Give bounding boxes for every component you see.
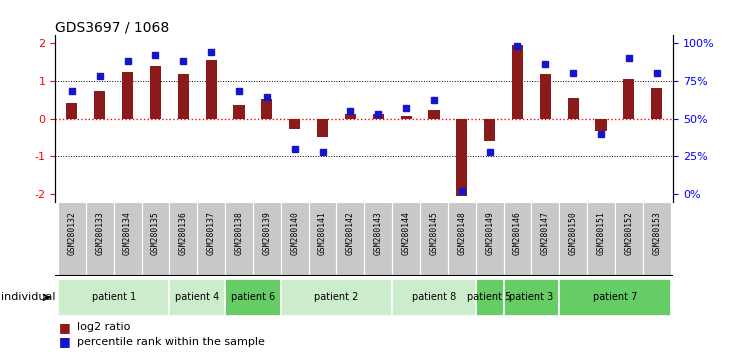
Bar <box>392 202 420 276</box>
Text: GSM280147: GSM280147 <box>541 211 550 255</box>
Text: individual: individual <box>1 292 56 302</box>
Text: GSM280141: GSM280141 <box>318 211 327 255</box>
Bar <box>58 202 86 276</box>
Bar <box>475 279 503 316</box>
Bar <box>122 73 133 119</box>
Bar <box>177 74 189 119</box>
Bar <box>587 202 615 276</box>
Bar <box>280 279 392 316</box>
Bar <box>531 202 559 276</box>
Bar <box>559 202 587 276</box>
Text: GSM280140: GSM280140 <box>290 211 300 255</box>
Text: patient 7: patient 7 <box>592 292 637 302</box>
Text: GSM280137: GSM280137 <box>207 211 216 255</box>
Bar <box>113 202 141 276</box>
Bar <box>317 119 328 137</box>
Text: GSM280153: GSM280153 <box>652 211 661 255</box>
Bar <box>364 202 392 276</box>
Text: ■: ■ <box>59 321 71 334</box>
Text: GSM280142: GSM280142 <box>346 211 355 255</box>
Text: GSM280144: GSM280144 <box>402 211 411 255</box>
Text: GSM280152: GSM280152 <box>624 211 634 255</box>
Text: patient 4: patient 4 <box>175 292 219 302</box>
Bar <box>197 202 225 276</box>
Bar <box>643 202 670 276</box>
Bar <box>372 114 383 119</box>
Text: GSM280148: GSM280148 <box>457 211 467 255</box>
Bar <box>58 279 169 316</box>
Bar <box>253 202 280 276</box>
Text: GSM280143: GSM280143 <box>374 211 383 255</box>
Text: patient 1: patient 1 <box>91 292 136 302</box>
Text: GSM280138: GSM280138 <box>235 211 244 255</box>
Text: log2 ratio: log2 ratio <box>77 322 131 332</box>
Bar <box>345 114 356 119</box>
Bar <box>225 202 253 276</box>
Bar <box>420 202 448 276</box>
Bar <box>651 87 662 119</box>
Text: patient 6: patient 6 <box>231 292 275 302</box>
Bar <box>475 202 503 276</box>
Text: GSM280135: GSM280135 <box>151 211 160 255</box>
Bar <box>484 119 495 141</box>
Bar <box>392 279 475 316</box>
Bar <box>150 67 161 119</box>
Text: patient 8: patient 8 <box>412 292 456 302</box>
Text: percentile rank within the sample: percentile rank within the sample <box>77 337 265 347</box>
Bar <box>169 202 197 276</box>
Bar <box>205 60 216 119</box>
Bar <box>66 103 77 119</box>
Bar <box>539 74 551 119</box>
Bar <box>448 202 475 276</box>
Bar <box>559 279 670 316</box>
Bar <box>141 202 169 276</box>
Text: GSM280150: GSM280150 <box>569 211 578 255</box>
Text: GSM280132: GSM280132 <box>68 211 77 255</box>
Text: GDS3697 / 1068: GDS3697 / 1068 <box>54 20 169 34</box>
Bar <box>503 202 531 276</box>
Bar <box>280 202 308 276</box>
Bar <box>456 119 467 196</box>
Text: patient 5: patient 5 <box>467 292 512 302</box>
Text: ■: ■ <box>59 335 71 348</box>
Bar <box>336 202 364 276</box>
Bar <box>233 105 244 119</box>
Text: patient 3: patient 3 <box>509 292 553 302</box>
Bar <box>86 202 113 276</box>
Bar <box>308 202 336 276</box>
Bar <box>428 110 439 119</box>
Bar <box>169 279 225 316</box>
Bar <box>595 119 606 131</box>
Bar <box>261 99 272 119</box>
Text: GSM280145: GSM280145 <box>429 211 439 255</box>
Text: GSM280146: GSM280146 <box>513 211 522 255</box>
Bar <box>503 279 559 316</box>
Text: patient 2: patient 2 <box>314 292 358 302</box>
Bar <box>615 202 643 276</box>
Text: GSM280139: GSM280139 <box>262 211 272 255</box>
Text: GSM280149: GSM280149 <box>485 211 494 255</box>
Bar <box>400 115 411 119</box>
Bar <box>623 79 634 119</box>
Bar <box>567 98 578 119</box>
Text: GSM280136: GSM280136 <box>179 211 188 255</box>
Bar <box>289 119 300 129</box>
Bar <box>512 45 523 119</box>
Bar <box>225 279 280 316</box>
Text: GSM280151: GSM280151 <box>597 211 606 255</box>
Bar <box>94 91 105 119</box>
Text: GSM280133: GSM280133 <box>95 211 105 255</box>
Text: GSM280134: GSM280134 <box>123 211 132 255</box>
